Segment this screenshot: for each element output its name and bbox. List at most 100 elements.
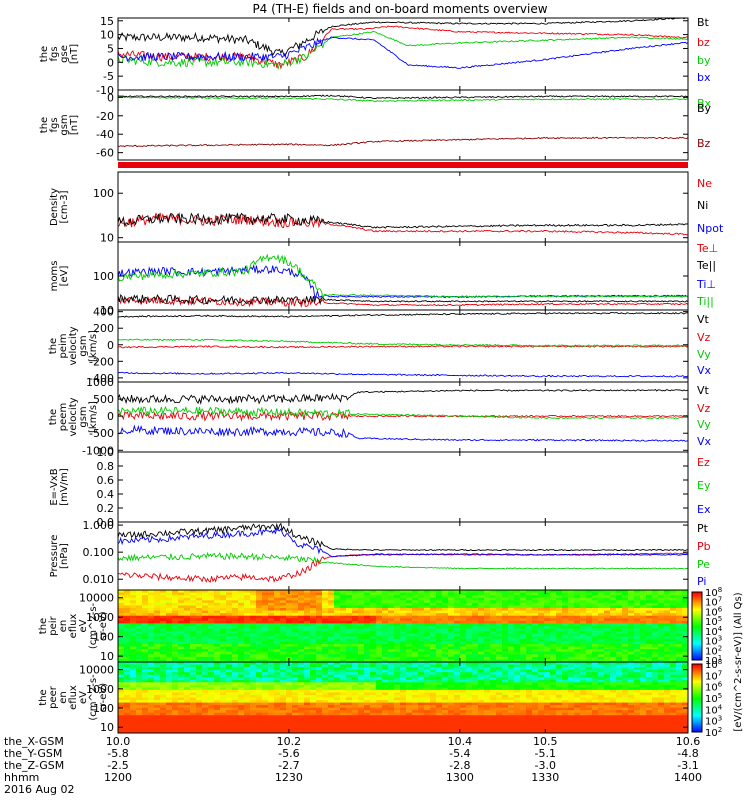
panel-frame [117,381,689,453]
y-tick-label: 0.010 [83,573,115,586]
y-tick-label: 100 [93,270,114,283]
legend-Npot: Npot [697,222,724,235]
y-tick-label: 0.0 [97,516,115,529]
series-line-peem_velocity-Vx [117,424,689,442]
y-axis-label: fgs [49,117,60,132]
legend-Vt: Vt [697,384,710,397]
panel-peer_spectrogram: 10000 1000 100 10 the peer en eflux eV (cm^2-s-sr… [38,661,689,734]
y-tick-label: 0 [107,56,114,69]
y-tick-label: -500 [89,427,114,440]
y-tick-label: 1000 [86,376,114,389]
y-tick-label: -1000 [82,444,114,457]
legend-Vz: Vz [697,331,711,344]
y-tick-label: 0.2 [97,502,115,515]
series-line-pressure-Pi [117,527,689,558]
series-line-moms_temp-Ti⊥ [117,264,689,300]
y-axis-label: the [39,46,50,62]
x-tick-label: -3.1 [677,759,698,772]
legend-Ex: Ex [697,503,711,516]
legend-Pe: Pe [697,558,710,571]
y-tick-label: 1.0 [97,446,115,459]
y-axis-label: (cm^2-s- [88,602,99,649]
y-tick-label: 100 [93,702,114,715]
y-tick-label: 10 [100,232,114,245]
legend-Pb: Pb [697,540,711,553]
y-tick-label: -60 [96,147,114,160]
y-axis-label: en [58,620,69,633]
y-tick-label: 0.100 [83,546,115,559]
series-line-fgs_gsm-By [117,94,689,100]
y-axis-label: the [48,338,59,354]
y-axis-label: [km/s] [88,330,99,362]
x-tick-label: -4.8 [677,747,698,760]
legend-Vy: Vy [697,418,711,431]
legend-Bt: Bt [697,16,710,29]
panel-density: 100 10 Density [cm-3] Ne Ni Npot [49,171,724,245]
panel-moms_temp: 100 10 moms [eV] Te⊥ Te|| Ti⊥ Ti|| [49,241,718,317]
legend-Te⊥: Te⊥ [696,242,718,255]
y-tick-label: 10 [100,650,114,663]
x-tick-label: 10.6 [676,735,701,748]
y-axis-label: en [58,691,69,704]
x-tick-label: 1200 [104,771,132,784]
colorbar-frame [691,591,703,661]
y-tick-label: 0 [107,339,114,352]
legend-Vy: Vy [697,348,711,361]
panel-frame [117,17,689,91]
y-tick-label: 0 [107,410,114,423]
x-tick-label: -5.4 [449,747,470,760]
legend-Ti⊥: Ti⊥ [696,278,716,291]
y-tick-label: 100 [93,187,114,200]
y-axis-label: peer [48,685,59,709]
y-axis-label: [km/s] [88,401,99,433]
y-tick-label: 0.8 [97,460,115,473]
y-axis-label: fgs [49,46,60,61]
series-line-fgs_gse-bx [117,36,689,69]
series-line-moms_temp-Te⊥ [117,295,689,309]
page-title: P4 (TH-E) fields and on-board moments ov… [252,2,547,16]
y-axis-label: velocity [68,397,79,436]
y-tick-label: 1000 [86,611,114,624]
x-tick-label: -3.0 [535,759,556,772]
legend-Ey: Ey [697,479,711,492]
series-line-fgs_gse-by [117,30,689,71]
x-tick-label: -5.8 [107,747,128,760]
y-axis-label: the [39,117,50,133]
legend-Vx: Vx [697,435,712,448]
y-axis-label: gsm [78,406,89,427]
legend-Bz: Bz [697,137,711,150]
x-tick-label: -5.6 [278,747,299,760]
x-tick-label: 10.2 [277,735,302,748]
panel-frame [117,661,689,734]
y-axis-label: [nPa] [59,543,70,569]
legend-Vz: Vz [697,402,711,415]
y-tick-label: 100 [93,631,114,644]
colorbar-frame [691,663,703,733]
series-line-pressure-Pe [117,551,689,570]
legend-Ne: Ne [697,177,712,190]
panel-frame [117,89,689,161]
y-tick-label: 10 [100,29,114,42]
y-axis-label: eV [78,691,89,704]
y-axis-label: eflux [68,614,79,639]
y-tick-label: 400 [93,306,114,319]
y-axis-label: eV [78,619,89,632]
y-axis-label: [cm-3] [59,190,70,223]
y-tick-label: 1000 [86,683,114,696]
red-band [118,162,688,168]
y-tick-label: 0.4 [97,488,115,501]
legend-Ti||: Ti|| [696,295,714,308]
panel-frame [117,521,689,591]
colorbar-tick: 102 [705,726,722,739]
y-axis-label: peir [48,615,59,635]
x-row-label: hhmm [4,771,39,784]
series-line-fgs_gsm-Bz [117,136,689,148]
y-tick-label: -5 [103,70,114,83]
panel-peir_spectrogram: 10000 1000 100 10 the peir en eflux eV (cm^2-s-sr… [38,589,689,663]
y-tick-label: 10000 [79,664,114,677]
y-axis-label: the [38,689,49,705]
y-axis-label: (cm^2-s- [88,674,99,721]
y-tick-label: 10 [100,721,114,734]
